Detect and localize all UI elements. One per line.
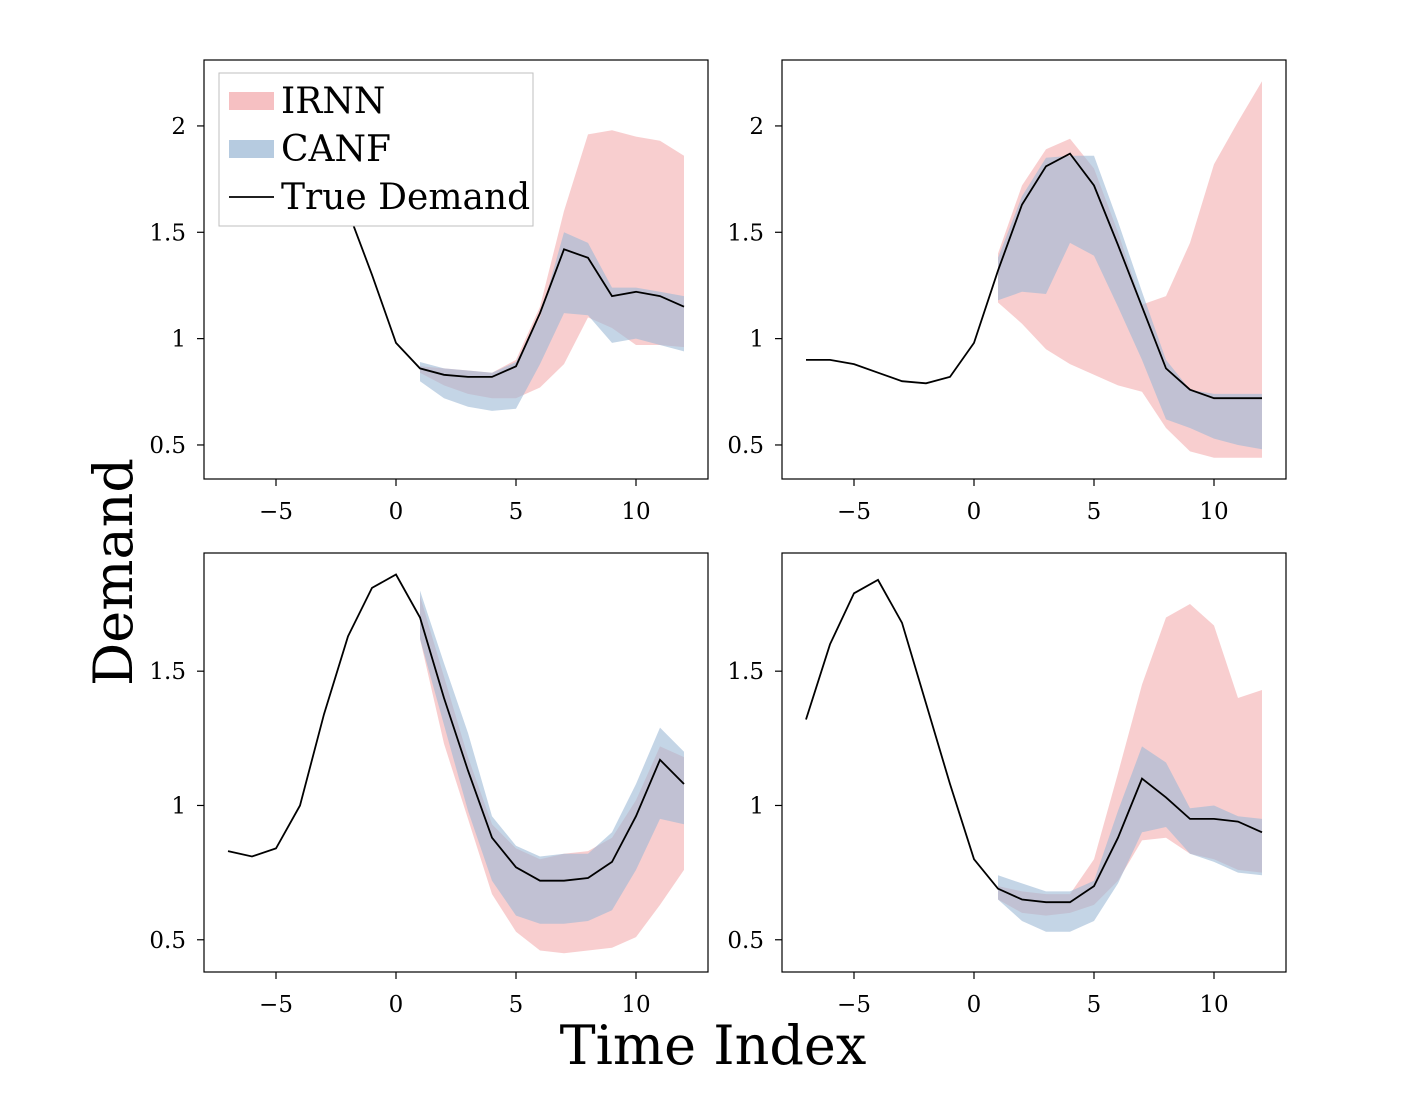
subplot-4: −5 0 5 10 0.5 1 1.5 bbox=[727, 552, 1287, 1018]
x-tick-label: 10 bbox=[621, 992, 650, 1018]
x-tick-label: −5 bbox=[837, 992, 871, 1018]
x-tick-label: 0 bbox=[389, 499, 404, 525]
plot-area bbox=[805, 578, 1263, 932]
axes-frame bbox=[781, 552, 1287, 973]
legend-entry-canf: CANF bbox=[229, 129, 391, 170]
canf-interval-band bbox=[420, 590, 684, 924]
x-tick-label: 5 bbox=[509, 992, 524, 1018]
subplot-3: −5 0 5 10 0.5 1 1.5 bbox=[149, 552, 709, 1018]
y-tick-label: 0.5 bbox=[727, 433, 764, 459]
axes-frame bbox=[203, 59, 709, 480]
x-tick-label: 0 bbox=[389, 992, 404, 1018]
y-tick-label: 1 bbox=[171, 327, 186, 353]
y-tick-label: 1 bbox=[171, 793, 186, 819]
subplot-1: −5 0 5 10 0.5 1 1.5 2 IRNN CANF True Demand bbox=[149, 59, 709, 525]
y-tick-label: 0.5 bbox=[149, 433, 186, 459]
canf-interval-band bbox=[420, 232, 684, 411]
y-tick-label: 2 bbox=[171, 114, 186, 140]
y-tick-label: 1.5 bbox=[727, 220, 764, 246]
x-tick-label: 0 bbox=[967, 499, 982, 525]
true-demand-line bbox=[805, 578, 1263, 904]
irnn-interval-band bbox=[998, 604, 1262, 916]
x-tick-label: 10 bbox=[621, 499, 650, 525]
legend-swatch-canf bbox=[229, 140, 274, 158]
x-tick-label: 0 bbox=[967, 992, 982, 1018]
true-demand-line bbox=[806, 152, 1262, 400]
x-axis-title: Time Index bbox=[560, 1014, 867, 1077]
true-demand-line bbox=[227, 573, 685, 882]
x-tick-label: 10 bbox=[1199, 992, 1228, 1018]
x-tick-label: −5 bbox=[259, 992, 293, 1018]
y-tick-label: 1 bbox=[749, 793, 764, 819]
legend-label-canf: CANF bbox=[281, 129, 391, 170]
y-tick-label: 2 bbox=[749, 114, 764, 140]
y-tick-label: 0.5 bbox=[727, 928, 764, 954]
plot-area bbox=[227, 573, 685, 954]
x-tick-label: 5 bbox=[509, 499, 524, 525]
y-axis-title: Demand bbox=[82, 458, 145, 686]
legend-entry-true: True Demand bbox=[229, 177, 530, 218]
x-tick-label: 5 bbox=[1087, 499, 1102, 525]
subplot-2: −5 0 5 10 0.5 1 1.5 2 bbox=[727, 59, 1287, 525]
x-tick-label: −5 bbox=[259, 499, 293, 525]
y-tick-label: 1 bbox=[749, 327, 764, 353]
x-tick-label: 10 bbox=[1199, 499, 1228, 525]
legend-label-irnn: IRNN bbox=[281, 81, 385, 122]
x-tick-label: −5 bbox=[837, 499, 871, 525]
y-tick-label: 1.5 bbox=[149, 659, 186, 685]
plot-area bbox=[806, 81, 1262, 458]
legend: IRNN CANF True Demand bbox=[218, 72, 534, 227]
canf-interval-band bbox=[998, 155, 1262, 450]
canf-interval-band bbox=[998, 746, 1262, 932]
y-tick-label: 1.5 bbox=[149, 220, 186, 246]
legend-swatch-irnn bbox=[229, 92, 274, 110]
y-tick-label: 1.5 bbox=[727, 659, 764, 685]
legend-label-true: True Demand bbox=[281, 177, 530, 218]
axes-frame bbox=[781, 59, 1287, 480]
axes-frame bbox=[203, 552, 709, 973]
legend-entry-irnn: IRNN bbox=[229, 81, 385, 122]
x-tick-label: 5 bbox=[1087, 992, 1102, 1018]
y-tick-label: 0.5 bbox=[149, 928, 186, 954]
